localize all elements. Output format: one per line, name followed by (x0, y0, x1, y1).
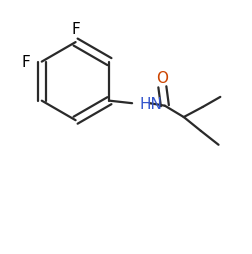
Text: F: F (71, 22, 80, 37)
Text: HN: HN (140, 96, 163, 111)
Text: F: F (21, 55, 30, 70)
Text: O: O (156, 71, 168, 86)
